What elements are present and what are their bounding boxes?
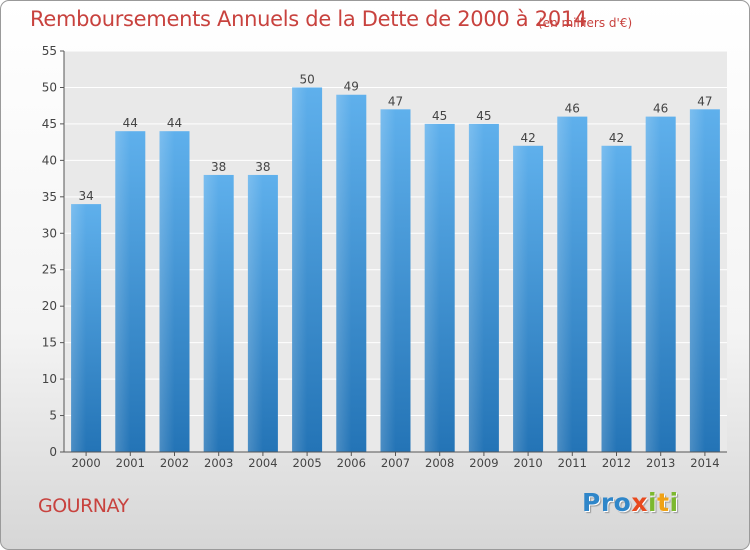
bar-highlight [513, 145, 529, 453]
data-label: 45 [432, 109, 447, 123]
x-tick-label: 2009 [469, 456, 498, 470]
bar-highlight [557, 116, 573, 453]
bar-highlight [203, 174, 219, 453]
x-tick-label: 2010 [513, 456, 542, 470]
x-tick-label: 2001 [116, 456, 145, 470]
x-tick-label: 2014 [690, 456, 719, 470]
logo-letter: x [631, 488, 648, 517]
y-tick-label: 5 [49, 409, 57, 423]
bar-highlight [424, 123, 440, 452]
data-label: 38 [211, 160, 226, 174]
data-label: 42 [609, 131, 624, 145]
city-name: GOURNAY [38, 495, 129, 517]
logo-letter: P [582, 488, 601, 517]
data-label: 44 [123, 116, 138, 130]
bar-highlight [380, 109, 396, 452]
data-label: 42 [520, 131, 535, 145]
x-tick-label: 2011 [558, 456, 587, 470]
chart-subtitle: (en milliers d'€) [538, 16, 633, 30]
x-tick-label: 2013 [646, 456, 675, 470]
bar-highlight [336, 94, 352, 452]
y-tick-label: 50 [42, 80, 57, 94]
logo-letter: i [669, 488, 679, 517]
y-tick-label: 30 [42, 226, 57, 240]
x-tick-label: 2012 [602, 456, 631, 470]
bar-highlight [468, 123, 484, 452]
x-tick-label: 2003 [204, 456, 233, 470]
bar-highlight [247, 174, 263, 453]
data-label: 46 [653, 102, 668, 116]
data-label: 44 [167, 116, 182, 130]
logo-letter: t [657, 488, 670, 517]
logo-letter: i [648, 488, 658, 517]
data-label: 38 [255, 160, 270, 174]
data-label: 50 [299, 72, 314, 86]
x-tick-label: 2005 [292, 456, 321, 470]
proxiti-logo: Proxiti [582, 488, 679, 517]
chart-title: Remboursements Annuels de la Dette de 20… [30, 7, 587, 31]
bar-highlight [689, 109, 705, 452]
x-tick-label: 2002 [160, 456, 189, 470]
x-tick-label: 2000 [71, 456, 100, 470]
bar-highlight [71, 204, 87, 452]
logo-letter: r [600, 488, 614, 517]
y-tick-label: 15 [42, 336, 57, 350]
x-tick-label: 2004 [248, 456, 277, 470]
bar-highlight [115, 131, 131, 452]
bar-highlight [159, 131, 175, 452]
y-tick-label: 55 [42, 44, 57, 58]
y-tick-label: 10 [42, 372, 57, 386]
y-tick-label: 0 [49, 445, 57, 459]
data-label: 49 [344, 80, 359, 94]
bar-highlight [292, 87, 308, 453]
bar-highlight [645, 116, 661, 453]
data-label: 45 [476, 109, 491, 123]
x-tick-label: 2006 [337, 456, 366, 470]
data-label: 47 [697, 94, 712, 108]
data-label: 34 [78, 189, 93, 203]
y-tick-label: 35 [42, 190, 57, 204]
y-tick-label: 40 [42, 153, 57, 167]
x-tick-label: 2008 [425, 456, 454, 470]
data-label: 46 [565, 102, 580, 116]
y-tick-label: 45 [42, 117, 57, 131]
y-tick-label: 25 [42, 263, 57, 277]
bar-highlight [601, 145, 617, 453]
logo-letter: o [613, 488, 632, 517]
x-tick-label: 2007 [381, 456, 410, 470]
y-tick-label: 20 [42, 299, 57, 313]
data-label: 47 [388, 94, 403, 108]
